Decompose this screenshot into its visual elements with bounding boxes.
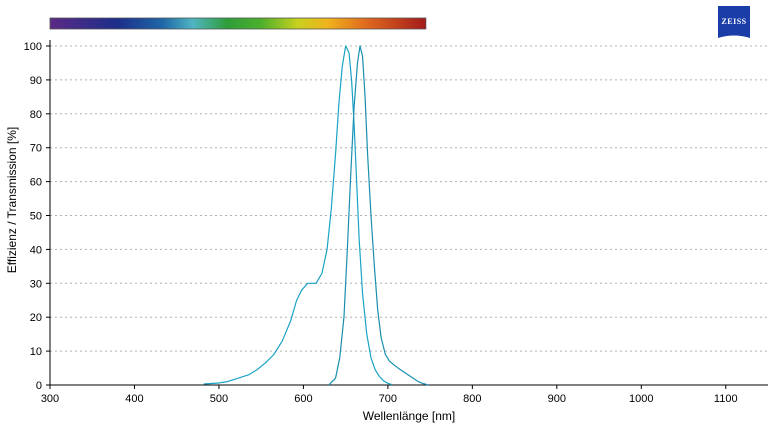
x-tick-labels: 300 400 500 600 700 800 900 1000 1100 [41,385,738,405]
y-tick-label: 100 [24,41,42,53]
x-tick-label: 700 [379,393,397,405]
y-tick-label: 50 [30,211,42,223]
x-tick-label: 1100 [714,393,738,405]
x-tick-label: 600 [294,393,312,405]
x-tick-label: 1000 [629,393,653,405]
series-lines [203,45,429,386]
spectrum-color-bar [49,17,427,30]
y-tick-label: 30 [30,278,42,290]
x-tick-label: 400 [125,393,143,405]
y-tick-label: 70 [30,143,42,155]
x-tick-label: 800 [463,393,481,405]
x-axis-title: Wellenlänge [nm] [363,409,456,423]
gridlines [50,45,768,352]
x-tick-label: 300 [41,393,59,405]
axes [49,40,768,386]
y-tick-label: 0 [36,380,42,392]
y-tick-label: 60 [30,177,42,189]
y-axis-title: Effizienz / Transmission [%] [5,127,19,274]
zeiss-logo-text: ZEISS [721,17,746,26]
zeiss-logo: ZEISS [718,6,750,38]
y-tick-label: 40 [30,244,42,256]
y-tick-label: 10 [30,346,42,358]
y-tick-label: 90 [30,75,42,87]
series-line-2 [328,45,429,386]
y-tick-label: 20 [30,312,42,324]
y-tick-labels: 0 10 20 30 40 50 60 70 80 90 100 [24,41,50,392]
y-tick-label: 80 [30,109,42,121]
x-tick-label: 500 [210,393,228,405]
series-line-1 [203,45,393,386]
x-tick-label: 900 [548,393,566,405]
